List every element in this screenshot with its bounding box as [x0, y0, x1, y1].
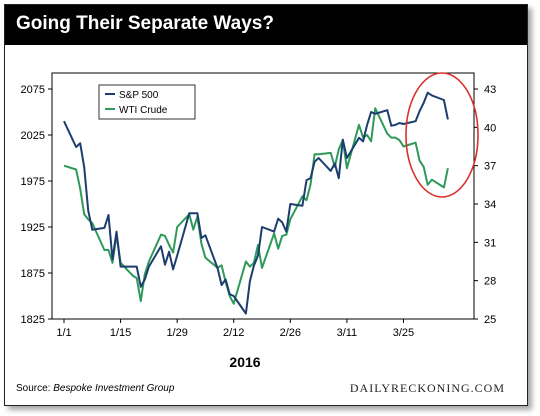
wti-crude-line [63, 107, 449, 305]
right-y-axis: 25 28 31 34 37 40 43 [474, 84, 496, 326]
x-tick-label: 3/25 [393, 327, 414, 339]
divergence-circle [405, 72, 479, 198]
right-tick-label: 43 [484, 84, 496, 96]
legend: S&P 500 WTI Crude [98, 84, 196, 120]
left-tick-label: 1925 [21, 222, 45, 234]
x-tick-label: 1/1 [56, 327, 71, 339]
left-tick-label: 1825 [21, 314, 45, 326]
x-tick-label: 3/11 [337, 327, 358, 339]
legend-box [98, 84, 196, 120]
chart-title: Going Their Separate Ways? [16, 13, 274, 34]
right-tick-label: 31 [484, 237, 496, 249]
left-tick-label: 1875 [21, 268, 45, 280]
left-tick-label: 2075 [21, 84, 45, 96]
title-bar: Going Their Separate Ways? [5, 5, 527, 45]
x-axis-label: 2016 [229, 354, 260, 370]
source-prefix: Source: [16, 383, 54, 394]
right-tick-label: 34 [484, 199, 496, 211]
watermark: DAILYRECKONING.COM [349, 381, 505, 395]
source-name: Bespoke Investment Group [53, 383, 175, 394]
x-tick-label: 1/29 [166, 327, 187, 339]
x-tick-label: 1/15 [110, 327, 131, 339]
legend-label-wti: WTI Crude [119, 105, 168, 116]
right-tick-label: 37 [484, 161, 496, 173]
chart-frame: Going Their Separate Ways? 1/1 1/15 1/29 2/… [4, 4, 528, 406]
x-axis: 1/1 1/15 1/29 2/12 2/26 3/11 3/25 [56, 319, 414, 339]
plot-area [51, 72, 475, 320]
chart-svg: 1/1 1/15 1/29 2/12 2/26 3/11 3/25 1825 1875 1925… [21, 72, 496, 370]
sp500-line [63, 91, 449, 315]
left-tick-label: 2025 [21, 130, 45, 142]
left-tick-label: 1975 [21, 176, 45, 188]
series-layer [63, 91, 449, 315]
source-note: Source: Bespoke Investment Group [16, 383, 174, 394]
left-y-axis: 1825 1875 1925 1975 2025 2075 [21, 84, 52, 326]
legend-label-sp500: S&P 500 [119, 90, 159, 101]
right-tick-label: 28 [484, 276, 496, 288]
right-tick-label: 40 [484, 122, 496, 134]
x-tick-label: 2/26 [280, 327, 301, 339]
right-tick-label: 25 [484, 314, 496, 326]
x-tick-label: 2/12 [223, 327, 244, 339]
